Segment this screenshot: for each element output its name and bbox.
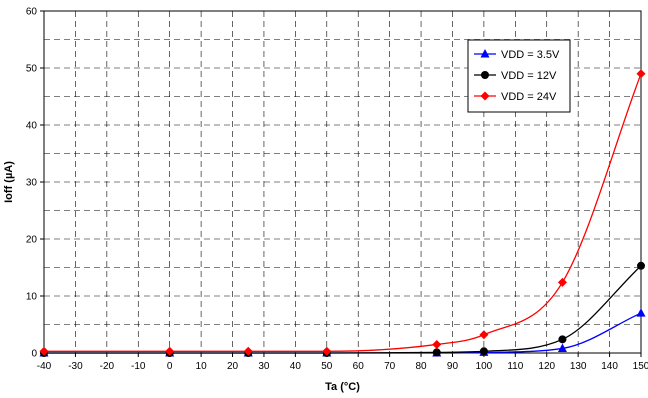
x-tick-label: 150 xyxy=(633,361,648,372)
y-tick-label: 0 xyxy=(31,349,37,360)
y-tick-label: 20 xyxy=(26,235,38,246)
data-point xyxy=(243,346,253,356)
data-point xyxy=(432,348,441,357)
x-tick-label: 30 xyxy=(258,361,270,372)
x-tick-label: 120 xyxy=(538,361,555,372)
x-tick-label: 60 xyxy=(353,361,365,372)
series-line xyxy=(43,73,642,352)
x-tick-label: 90 xyxy=(447,361,459,372)
series-1 xyxy=(40,261,645,357)
series-0 xyxy=(39,308,646,357)
x-tick-label: 40 xyxy=(290,361,302,372)
x-tick-label: -40 xyxy=(37,361,52,372)
x-axis-ticks: -40 -30 -20 -10 0 10 20 30 40 50 60 70 80 90 100 110 120… xyxy=(37,353,648,372)
x-tick-label: 110 xyxy=(507,361,523,372)
data-point xyxy=(39,346,49,356)
x-tick-label: 50 xyxy=(321,361,333,372)
data-point xyxy=(637,261,645,270)
data-point xyxy=(479,347,488,356)
data-point xyxy=(557,343,567,352)
data-point xyxy=(557,277,567,287)
x-tick-label: -20 xyxy=(100,361,115,372)
data-series xyxy=(39,69,646,357)
legend-label: VDD = 12V xyxy=(501,70,557,82)
x-axis-title: Ta (°C) xyxy=(325,381,360,393)
x-tick-label: 80 xyxy=(415,361,427,372)
x-tick-label: 140 xyxy=(601,361,618,372)
grid-lines xyxy=(44,11,641,353)
y-axis-ticks: 0 10 20 30 40 50 60 xyxy=(26,7,44,360)
data-point xyxy=(558,335,567,344)
legend: VDD = 3.5V VDD = 12V VDD = 24V xyxy=(467,39,571,113)
y-tick-label: 30 xyxy=(26,178,38,189)
data-point xyxy=(432,339,442,349)
legend-marker xyxy=(481,71,489,79)
y-axis-title: Ioff (µA) xyxy=(3,161,15,203)
x-tick-label: 10 xyxy=(196,361,208,372)
series-line xyxy=(44,312,642,354)
x-tick-label: -10 xyxy=(131,361,146,372)
y-tick-label: 60 xyxy=(26,7,38,18)
x-tick-label: 20 xyxy=(227,361,239,372)
y-tick-label: 50 xyxy=(26,64,38,75)
x-tick-label: 0 xyxy=(167,361,173,372)
x-tick-label: -30 xyxy=(68,361,83,372)
legend-label: VDD = 24V xyxy=(501,91,557,103)
data-point xyxy=(165,346,175,356)
series-line xyxy=(44,265,642,354)
x-tick-label: 130 xyxy=(570,361,587,372)
legend-marker xyxy=(480,49,490,58)
series-2 xyxy=(39,69,646,356)
data-point xyxy=(479,330,489,340)
y-tick-label: 10 xyxy=(26,292,38,303)
legend-marker xyxy=(480,91,490,101)
x-tick-label: 100 xyxy=(476,361,493,372)
y-tick-label: 40 xyxy=(26,121,38,132)
data-point xyxy=(322,346,332,356)
data-point xyxy=(636,308,646,317)
data-point xyxy=(636,69,646,79)
x-tick-label: 70 xyxy=(384,361,396,372)
legend-label: VDD = 3.5V xyxy=(501,49,560,61)
